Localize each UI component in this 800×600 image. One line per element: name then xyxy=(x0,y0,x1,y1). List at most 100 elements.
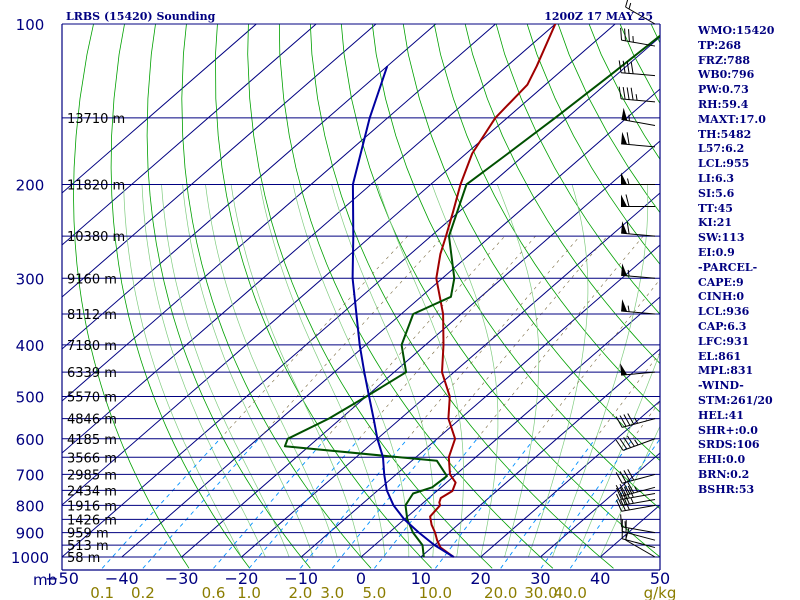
temperature-tick-label: −30 xyxy=(165,569,199,588)
temperature-tick-label: 50 xyxy=(650,569,670,588)
wind-barb-flag xyxy=(626,87,630,100)
index-item: FRZ:788 xyxy=(698,53,751,67)
isobars xyxy=(61,23,661,571)
wind-barb-staff xyxy=(621,526,656,534)
wind-barb-flag xyxy=(623,470,631,482)
height-label: 4185 m xyxy=(67,433,117,448)
mixing-ratio-line xyxy=(358,235,536,439)
index-item: SW:113 xyxy=(698,231,745,245)
wind-barb xyxy=(621,194,655,208)
wind-barb-flag xyxy=(615,485,623,497)
index-item: TP:268 xyxy=(698,38,742,52)
height-label: 9160 m xyxy=(67,272,117,287)
isotherm-line xyxy=(540,452,660,558)
height-label: 1916 m xyxy=(67,499,117,514)
sounding-indices-panel: WMO:15420 TP:268 FRZ:788 WB0:796 PW:0.73 RH:5… xyxy=(698,24,798,498)
wind-barb-flag xyxy=(627,469,635,481)
wind-barb-staff xyxy=(622,538,656,549)
wind-barb-staff xyxy=(621,143,656,148)
pressure-unit-label: mb xyxy=(33,571,57,589)
mixing-ratio-label: 40.0 xyxy=(554,584,587,600)
index-item: STM:261/20 xyxy=(698,393,773,407)
mixing-ratio-line xyxy=(435,438,535,569)
wind-barb-pennant xyxy=(621,194,627,207)
mixing-ratio-line xyxy=(300,438,408,569)
wind-barb-flag xyxy=(619,415,627,427)
isotherm-line xyxy=(62,24,377,298)
temperature-tick-label: 20 xyxy=(470,569,490,588)
wind-barb-halfflag xyxy=(628,2,632,10)
mixing-ratio-line xyxy=(374,438,478,569)
wind-barb-flag xyxy=(623,414,631,426)
wind-barb-flag xyxy=(626,61,630,74)
wind-barb xyxy=(615,413,656,428)
temperature-tick-label: 30 xyxy=(530,569,550,588)
wind-barb-flag xyxy=(622,60,626,74)
wind-barb-flag xyxy=(620,514,623,527)
isotherm-line xyxy=(62,24,437,350)
wind-barb-staff xyxy=(625,539,656,558)
pressure-label: 400 xyxy=(16,337,45,355)
index-item: -WIND- xyxy=(698,379,744,393)
height-label: 2985 m xyxy=(67,468,117,483)
wind-barb xyxy=(621,107,656,126)
height-label: 6339 m xyxy=(67,366,117,381)
mixing-ratio-line xyxy=(632,400,660,439)
temperature-tick-label: −40 xyxy=(105,569,139,588)
wind-barb-staff xyxy=(621,98,656,103)
pressure-label: 900 xyxy=(16,525,45,543)
mixing-ratio-line xyxy=(476,235,644,439)
temperature-tick-label: 0 xyxy=(356,569,366,588)
wind-barb-pennant xyxy=(621,263,628,276)
wind-barb-pennant xyxy=(621,172,627,185)
wind-barb-flag xyxy=(628,29,630,42)
index-item: MAXT:17.0 xyxy=(698,112,766,126)
wind-barb-pennant xyxy=(621,131,628,145)
sounding-traces xyxy=(283,24,660,558)
wind-barb-flag xyxy=(623,437,631,448)
wind-barb-staff xyxy=(621,39,656,47)
pressure-label: 800 xyxy=(16,497,45,515)
wind-barb xyxy=(615,435,656,451)
mixing-ratio-label: 3.0 xyxy=(320,584,344,600)
height-label: 1426 m xyxy=(67,513,117,528)
isotherm-line xyxy=(121,88,660,558)
height-label: 13710 m xyxy=(67,112,125,127)
wind-barb xyxy=(615,469,656,484)
index-item: MPL:831 xyxy=(698,364,754,378)
wind-barb-flag xyxy=(620,27,623,41)
wind-barb-staff xyxy=(621,72,656,77)
wind-barb-flag xyxy=(626,221,630,234)
wind-barb-flag xyxy=(623,482,631,495)
mixing-ratio-label: 5.0 xyxy=(362,584,386,600)
height-label: 3566 m xyxy=(67,451,117,466)
wind-barb xyxy=(621,221,656,237)
wind-barb-flag xyxy=(630,87,634,101)
index-item: CAP:6.3 xyxy=(698,319,747,333)
wind-barb-flag xyxy=(619,471,627,483)
wind-barb xyxy=(621,131,656,148)
wind-barb-flag xyxy=(622,86,626,100)
wind-barb-flag xyxy=(623,486,630,499)
index-item: LCL:955 xyxy=(698,157,750,171)
wind-barb xyxy=(615,481,656,497)
wind-barb xyxy=(616,485,656,500)
wind-barb-pennant xyxy=(620,363,628,376)
index-item: CINH:0 xyxy=(698,290,745,304)
index-item: LCL:936 xyxy=(698,305,750,319)
height-label: 7180 m xyxy=(67,339,117,354)
wind-barb-staff xyxy=(625,6,656,25)
wind-barb-halfflag xyxy=(635,94,638,101)
isotherm-line xyxy=(241,192,660,558)
index-item: L57:6.2 xyxy=(698,142,745,156)
wind-barb-flag xyxy=(626,132,630,145)
isotherm-line xyxy=(62,24,616,506)
height-label: 8112 m xyxy=(67,308,117,323)
wind-barb-flag xyxy=(616,493,622,506)
pressure-label: 300 xyxy=(16,270,45,288)
isotherm-line xyxy=(62,24,496,402)
mixing-ratio-line xyxy=(142,438,260,569)
wind-barb-flag xyxy=(615,416,623,428)
wind-barb-pennant xyxy=(621,299,628,312)
isotherm-line xyxy=(480,400,660,558)
